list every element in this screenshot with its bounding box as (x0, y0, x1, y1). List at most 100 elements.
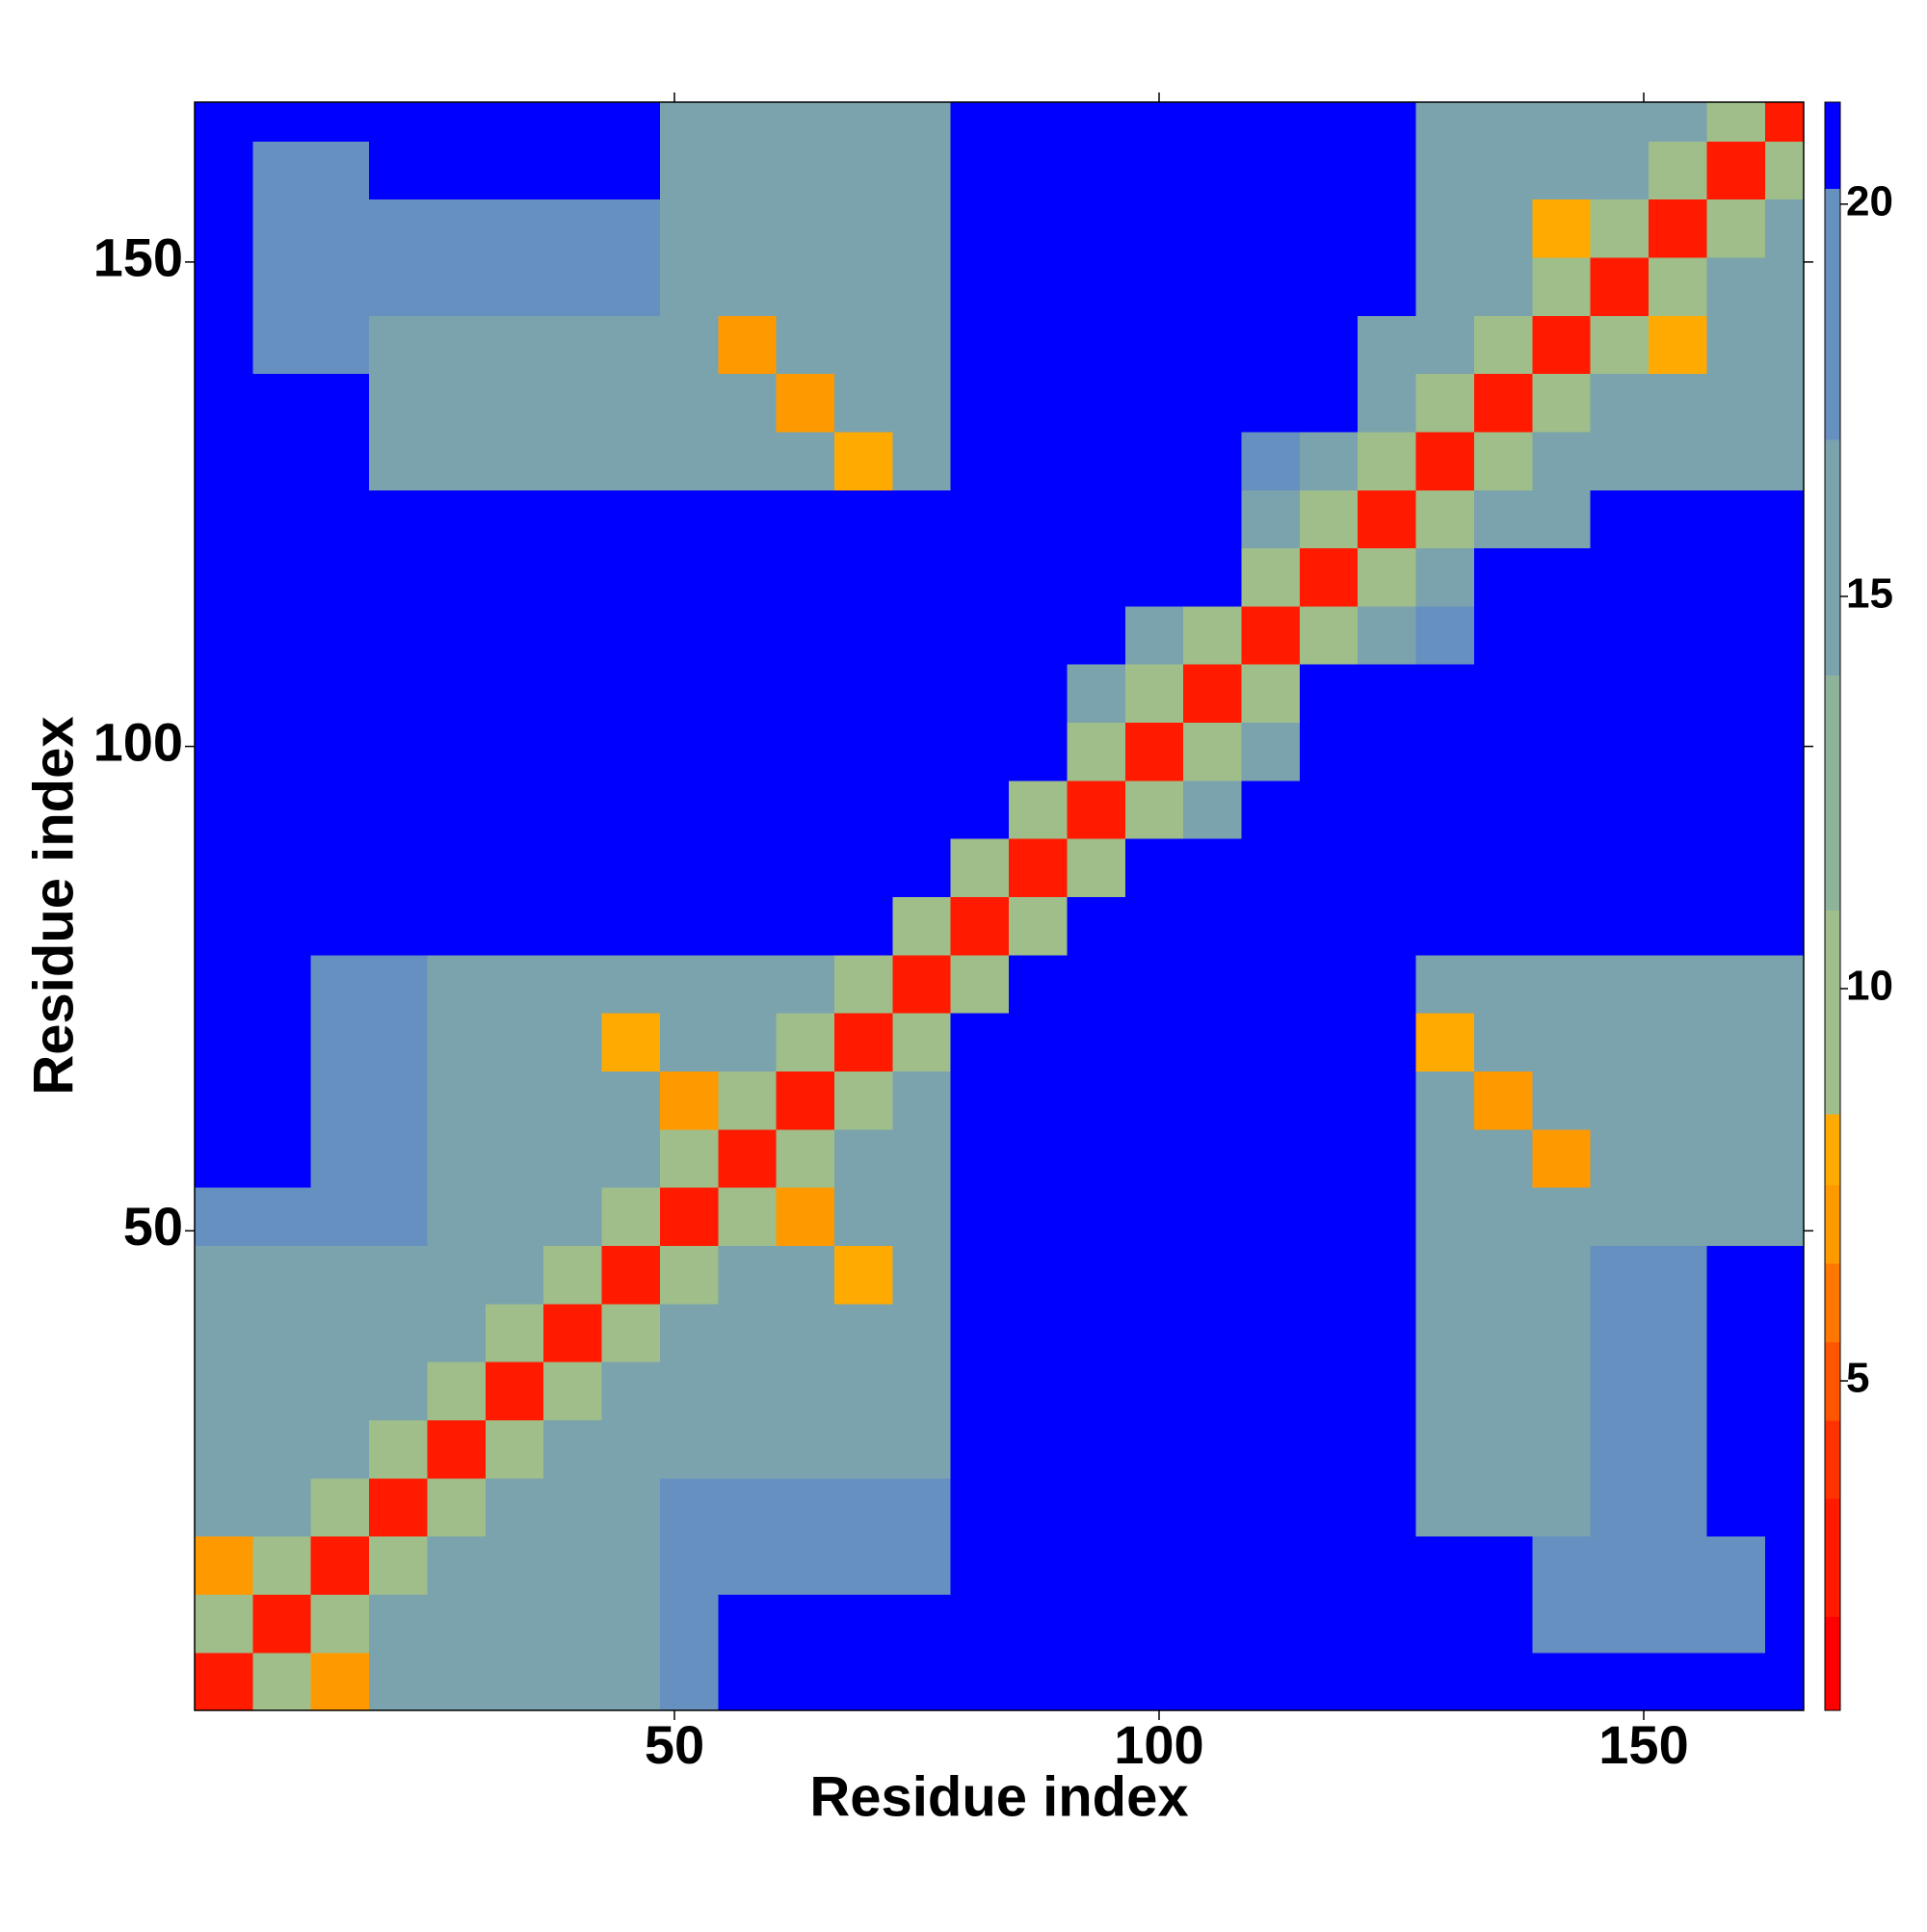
heatmap-cell (310, 1362, 370, 1420)
heatmap-cell (427, 1362, 487, 1420)
heatmap-cell (1764, 1594, 1804, 1654)
heatmap-cell (369, 1303, 429, 1363)
heatmap-cell (833, 1419, 893, 1479)
heatmap-cell (1241, 1013, 1301, 1072)
heatmap-cell (310, 141, 370, 200)
heatmap-cell (1532, 664, 1592, 724)
heatmap-cell (833, 1071, 893, 1130)
heatmap-cell (1706, 1536, 1766, 1595)
heatmap-cell (195, 1245, 253, 1305)
heatmap-cell (718, 1245, 778, 1305)
heatmap-cell (310, 1419, 370, 1479)
heatmap-cell (1706, 605, 1766, 665)
heatmap-cell (1124, 1187, 1184, 1246)
heatmap-cell (1067, 1013, 1126, 1072)
heatmap-cell (195, 373, 253, 433)
heatmap-cell (1590, 1594, 1650, 1654)
heatmap-cell (1067, 1477, 1126, 1537)
heatmap-cell (252, 1652, 312, 1710)
heatmap-cell (892, 1245, 952, 1305)
heatmap-cell (485, 373, 544, 433)
colorbar-band (1825, 1341, 1840, 1421)
heatmap-cell (1473, 431, 1533, 490)
heatmap-cell (1473, 664, 1533, 724)
heatmap-cell (718, 896, 778, 956)
colorbar-band (1825, 102, 1840, 190)
heatmap-cell (543, 256, 603, 316)
colorbar-band (1825, 1616, 1840, 1711)
heatmap-cell (601, 1187, 661, 1246)
heatmap-cell (1183, 1187, 1243, 1246)
heatmap-cell (950, 1594, 1010, 1654)
heatmap-cell (1415, 431, 1475, 490)
heatmap-cell (1415, 315, 1475, 375)
heatmap-cell (1358, 1187, 1417, 1246)
heatmap-cell (1590, 838, 1650, 898)
heatmap-cell (601, 1536, 661, 1595)
heatmap-cell (1473, 198, 1533, 258)
heatmap-cell (776, 722, 835, 781)
heatmap-cell (1358, 1013, 1417, 1072)
heatmap-cell (310, 1652, 370, 1710)
heatmap-cell (310, 198, 370, 258)
heatmap-cell (1764, 1128, 1804, 1188)
heatmap-cell (195, 1128, 253, 1188)
heatmap-cell (369, 256, 429, 316)
heatmap-cell (1009, 1362, 1069, 1420)
heatmap-cell (1764, 780, 1804, 839)
colorbar-band (1825, 675, 1840, 912)
heatmap-cell (1706, 102, 1766, 142)
heatmap-cell (833, 315, 893, 375)
heatmap-cell (950, 1245, 1010, 1305)
heatmap-cell (1649, 1071, 1707, 1130)
heatmap-cell (659, 838, 719, 898)
heatmap-cell (1299, 315, 1359, 375)
heatmap-cell (195, 1013, 253, 1072)
heatmap-cell (252, 490, 312, 549)
heatmap-cell (1241, 1652, 1301, 1710)
heatmap-cell (485, 1362, 544, 1420)
heatmap-cell (718, 954, 778, 1014)
heatmap-cell (1415, 1245, 1475, 1305)
heatmap-cell (1124, 1419, 1184, 1479)
heatmap-cell (369, 1071, 429, 1130)
heatmap-cell (1358, 664, 1417, 724)
heatmap-cell (718, 431, 778, 490)
heatmap-cell (1706, 780, 1766, 839)
heatmap-cell (776, 896, 835, 956)
heatmap-cell (776, 1419, 835, 1479)
heatmap-cell (1067, 490, 1126, 549)
heatmap-cell (776, 1187, 835, 1246)
heatmap-cell (485, 1071, 544, 1130)
heatmap-cell (776, 1013, 835, 1072)
heatmap-cell (1473, 1419, 1533, 1479)
heatmap-cell (1009, 490, 1069, 549)
heatmap-cell (485, 954, 544, 1014)
heatmap-cell (776, 315, 835, 375)
heatmap-cell (1124, 1594, 1184, 1654)
heatmap-cell (892, 1652, 952, 1710)
heatmap-cell (1241, 547, 1301, 607)
heatmap-cell (427, 1652, 487, 1710)
heatmap-cell (1532, 373, 1592, 433)
heatmap-cell (195, 547, 253, 607)
heatmap-cell (1009, 102, 1069, 142)
heatmap-cell (1764, 722, 1804, 781)
heatmap-cell (1358, 490, 1417, 549)
heatmap-cell (1473, 780, 1533, 839)
heatmap-cell (718, 102, 778, 142)
heatmap-cell (718, 490, 778, 549)
heatmap-cell (427, 1536, 487, 1595)
heatmap-cell (485, 1128, 544, 1188)
heatmap-cell (1473, 954, 1533, 1014)
heatmap-cell (369, 1245, 429, 1305)
heatmap-cell (252, 1071, 312, 1130)
heatmap-cell (1009, 141, 1069, 200)
heatmap-cell (543, 1128, 603, 1188)
heatmap-cell (369, 605, 429, 665)
heatmap-cell (427, 1303, 487, 1363)
heatmap-cell (1358, 1594, 1417, 1654)
heatmap-cell (1241, 1362, 1301, 1420)
heatmap-cell (601, 722, 661, 781)
heatmap-cell (485, 1303, 544, 1363)
